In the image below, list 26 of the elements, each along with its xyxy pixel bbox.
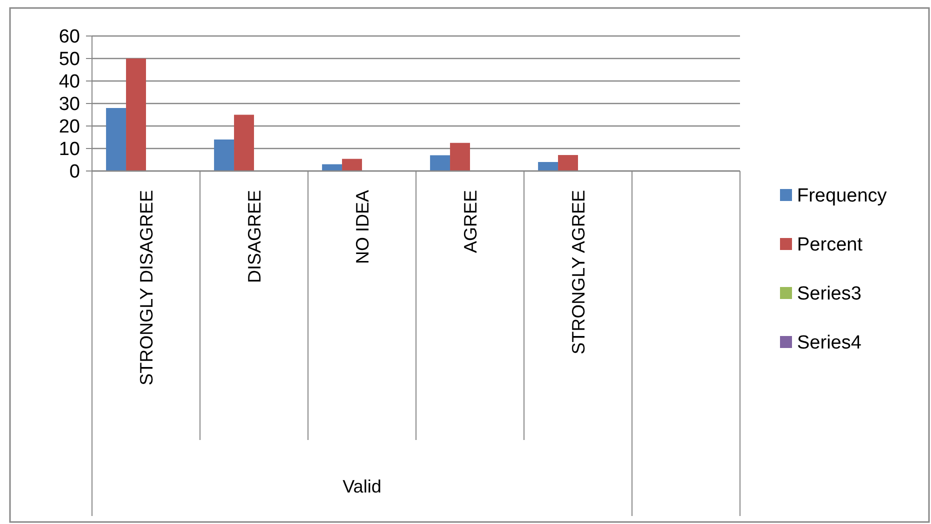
bar: [106, 108, 126, 171]
x-tick-label: AGREE: [460, 190, 480, 254]
legend-label: Series3: [797, 284, 862, 305]
legend-label: Frequency: [797, 186, 888, 207]
y-tick-label: 30: [58, 94, 80, 116]
y-tick-label: 40: [58, 72, 80, 93]
x-tick-label: DISAGREE: [244, 190, 264, 284]
legend-label: Series4: [797, 332, 862, 354]
bar: [214, 140, 234, 171]
bar: [234, 114, 254, 171]
bar: [558, 155, 578, 171]
bar: [538, 162, 558, 171]
y-tick-label: 50: [58, 49, 80, 70]
bar: [430, 155, 450, 171]
x-tick-label: STRONGLY AGREE: [568, 190, 588, 354]
text: Valid: [342, 476, 382, 496]
y-tick-label: 20: [58, 116, 80, 138]
y-tick-label: 60: [58, 26, 80, 48]
legend-label: Percent: [797, 234, 864, 256]
bar: [126, 58, 146, 171]
x-tick-label: NO IDEA: [352, 190, 372, 264]
x-tick-label: STRONGLY DISAGREE: [136, 190, 156, 386]
y-tick-label: 10: [58, 139, 80, 160]
bar: [342, 158, 362, 171]
bar: [450, 142, 470, 171]
y-tick-label: 0: [69, 162, 80, 183]
